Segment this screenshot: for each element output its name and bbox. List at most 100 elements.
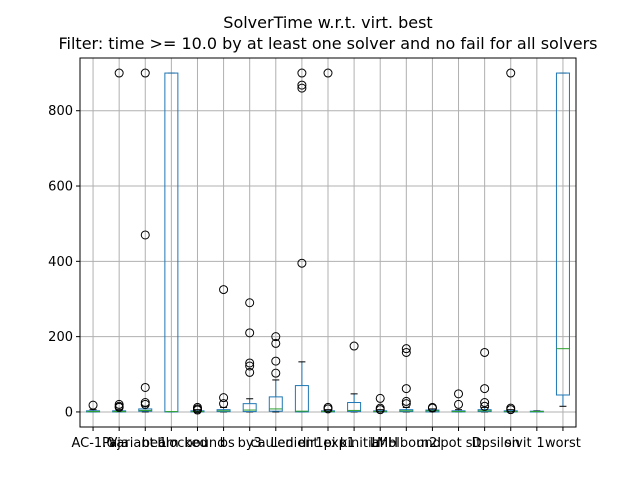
flier-point [480, 347, 490, 357]
flier-point [271, 356, 281, 366]
box-Paja [112, 68, 127, 413]
box-body [268, 396, 283, 412]
x-tick-label: dir1pi [298, 436, 335, 451]
box-body [242, 403, 257, 413]
x-tick-label: AC-1.0 [71, 436, 114, 451]
x-tick-label: by3 [238, 436, 262, 451]
x-tick-label: kinitial [340, 436, 383, 451]
x-tick-label: sivit [505, 436, 532, 451]
flier-point [349, 341, 359, 351]
flier-point [245, 328, 255, 338]
y-tick-label: 600 [48, 180, 73, 195]
box-AC-1.0 [86, 400, 101, 413]
x-tick-label: bs [220, 436, 235, 451]
flier-point [192, 405, 202, 415]
x-tick-label: pot [440, 436, 461, 451]
flier-point [271, 332, 281, 342]
flier-point [454, 399, 464, 409]
y-axis: 0 200 400 600 800 [48, 104, 80, 420]
flier-point [427, 403, 437, 413]
flier-point [271, 338, 281, 348]
box-by3 [268, 332, 283, 413]
y-tick-label: 200 [48, 330, 73, 345]
flier-point [506, 68, 516, 78]
flier-point [297, 258, 307, 268]
x-tick-label: Paja [102, 436, 129, 451]
flier-point [140, 382, 150, 392]
flier-point [401, 344, 411, 354]
box-pot [503, 68, 518, 415]
flier-point [480, 384, 490, 394]
flier-point [245, 358, 255, 368]
flier-point [88, 400, 98, 410]
box-LMH [425, 402, 440, 413]
flier-point [401, 347, 411, 357]
x-tick-label: blocked [157, 436, 207, 451]
box-lmblbound [451, 389, 466, 413]
flier-point [114, 402, 124, 412]
x-tick-label: lmblbound [372, 436, 441, 451]
y-tick-label: 0 [65, 405, 73, 420]
x-tick-label: Lenient [270, 436, 318, 451]
box-Lenient [321, 68, 335, 414]
x-tick-label: LMH [370, 436, 398, 451]
flier-point [271, 368, 281, 378]
flier-point [506, 405, 516, 415]
flier-point [480, 398, 490, 408]
y-tick-label: 800 [48, 104, 73, 119]
flier-point [401, 399, 411, 409]
flier-point [297, 68, 307, 78]
box-body [347, 402, 362, 413]
box-sit [529, 410, 544, 413]
box-bound [216, 285, 231, 413]
flier-point [297, 83, 307, 93]
chart-title: SolverTime w.r.t. virt. best [223, 13, 432, 32]
box-body [294, 385, 309, 413]
box-beam [164, 72, 179, 413]
x-tick-label: Dpsilon [472, 436, 520, 451]
x-tick-label: exp1 [323, 436, 355, 451]
box-Variant 1 [138, 68, 153, 413]
box-exp1 [373, 393, 388, 415]
flier-point [219, 393, 229, 403]
grid [80, 58, 576, 427]
flier-point [219, 399, 229, 409]
flier-point [245, 361, 255, 371]
flier-point [245, 298, 255, 308]
flier-point [323, 68, 333, 78]
y-tick-label: 400 [48, 255, 73, 270]
box-body [555, 72, 570, 396]
flier-point [480, 401, 490, 411]
flier-point [401, 396, 411, 406]
x-tick-label: bound [184, 436, 225, 451]
x-tick-label: sit [466, 436, 481, 451]
x-tick-label: m2l [416, 436, 441, 451]
box-dir1pi [347, 341, 362, 413]
flier-point [401, 384, 411, 394]
box-cauled [294, 68, 309, 413]
x-tick-label: beam [142, 436, 179, 451]
flier-point [140, 399, 150, 409]
flier-point [375, 405, 385, 415]
flier-point [454, 389, 464, 399]
box-kinitial [399, 344, 414, 413]
plot-frame [79, 57, 577, 428]
flier-point [219, 285, 229, 295]
x-tick-label: Variant 1 [109, 436, 168, 451]
box-Dpsilon [555, 72, 570, 407]
flier-point [114, 68, 124, 78]
chart-subtitle: Filter: time >= 10.0 by at least one sol… [58, 34, 597, 53]
boxes [86, 68, 570, 415]
flier-point [323, 404, 333, 414]
box-m2l [477, 347, 492, 413]
x-tick-label: 1 [536, 436, 544, 451]
flier-point [375, 393, 385, 403]
flier-point [245, 367, 255, 377]
x-tick-label: cauled [250, 436, 293, 451]
flier-point [297, 80, 307, 90]
flier-point [140, 68, 150, 78]
box-bs [242, 298, 257, 413]
flier-point [140, 230, 150, 240]
